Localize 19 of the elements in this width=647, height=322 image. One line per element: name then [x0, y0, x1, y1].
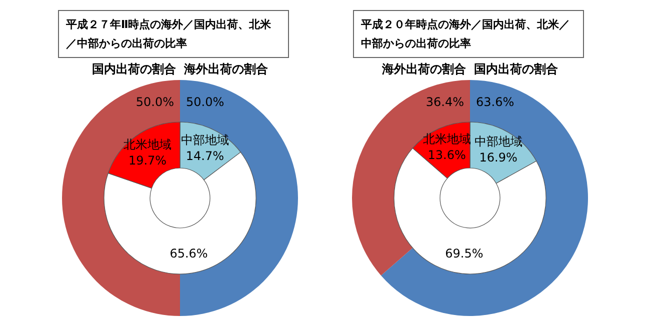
data-label: 50.0% — [136, 95, 174, 109]
slice-label: 中部地域 — [180, 132, 229, 147]
data-label: 36.4% — [426, 95, 464, 109]
chart-title: 平成２７年Ⅱ時点の海外／国内出荷、北米／中部からの出荷の比率 — [65, 18, 272, 50]
slice-label: 国内出荷の割合 — [92, 62, 177, 76]
data-label: 50.0% — [186, 95, 224, 109]
data-label: 14.7% — [186, 148, 224, 163]
slice-label: 中部地域 — [474, 134, 522, 149]
data-label: 65.6% — [170, 246, 208, 260]
data-label: 69.5% — [445, 246, 484, 261]
slice-label: 海外出荷の割合 — [381, 62, 467, 76]
slice-label: 北米地域 — [124, 137, 172, 152]
data-label: 13.6% — [428, 148, 466, 162]
data-label: 63.6% — [476, 95, 514, 109]
chart-title: 平成２０年時点の海外／国内出荷、北米／中部からの出荷の比率 — [360, 18, 570, 50]
slice-label: 国内出荷の割合 — [474, 62, 559, 76]
data-label: 19.7% — [128, 153, 167, 168]
data-label: 16.9% — [479, 150, 518, 165]
slice-label: 海外出荷の割合 — [183, 62, 269, 76]
